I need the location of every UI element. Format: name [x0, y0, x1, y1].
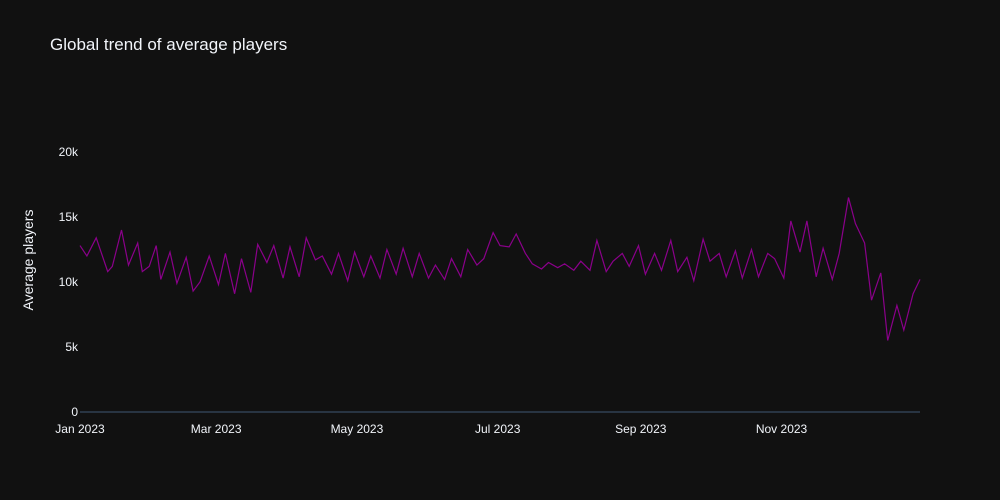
x-tick-label: Sep 2023 — [615, 422, 667, 436]
x-tick-label: May 2023 — [331, 422, 384, 436]
x-tick-label: Mar 2023 — [191, 422, 242, 436]
chart-title: Global trend of average players — [50, 35, 287, 54]
y-tick-label: 0 — [71, 405, 78, 419]
series-line-average-players — [79, 197, 921, 341]
y-tick-label: 10k — [59, 275, 79, 289]
x-tick-label: Nov 2023 — [756, 422, 808, 436]
y-tick-label: 15k — [59, 210, 79, 224]
y-axis-title: Average players — [20, 210, 36, 311]
x-tick-label: Jul 2023 — [475, 422, 521, 436]
y-tick-label: 20k — [59, 145, 79, 159]
x-axis-ticks: Jan 2023 Mar 2023 May 2023 Jul 2023 Sep 2023… — [55, 422, 807, 436]
x-tick-label: Jan 2023 — [55, 422, 105, 436]
y-axis-ticks: 0 5k 10k 15k 20k — [59, 145, 79, 419]
y-tick-label: 5k — [65, 340, 79, 354]
